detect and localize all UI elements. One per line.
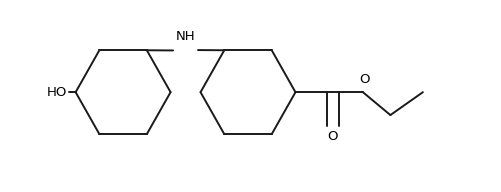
Text: NH: NH	[176, 30, 195, 43]
Text: O: O	[328, 130, 338, 143]
Text: O: O	[360, 74, 370, 86]
Text: HO: HO	[46, 86, 67, 99]
